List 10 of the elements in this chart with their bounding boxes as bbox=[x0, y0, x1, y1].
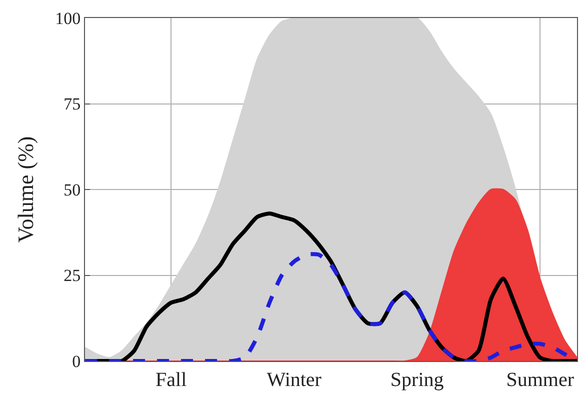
y-tick-label: 75 bbox=[64, 94, 81, 114]
y-tick-label: 100 bbox=[55, 8, 81, 28]
y-tick-label: 50 bbox=[64, 180, 81, 200]
y-tick-label: 25 bbox=[64, 266, 81, 286]
x-tick-label: Fall bbox=[156, 369, 188, 391]
y-tick-label: 0 bbox=[72, 352, 81, 371]
y-axis-title: Volume (%) bbox=[12, 136, 38, 243]
x-tick-label: Spring bbox=[390, 369, 444, 391]
x-tick-label: Summer bbox=[506, 369, 574, 391]
x-tick-label: Winter bbox=[266, 369, 322, 391]
